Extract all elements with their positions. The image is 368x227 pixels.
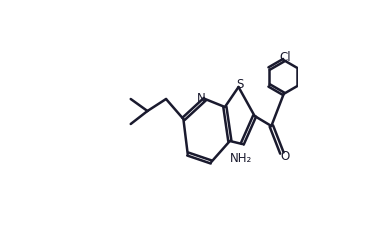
Text: S: S [236,78,243,91]
Text: NH₂: NH₂ [230,151,252,164]
Text: Cl: Cl [279,51,291,64]
Text: O: O [280,149,289,162]
Text: N: N [197,92,205,105]
